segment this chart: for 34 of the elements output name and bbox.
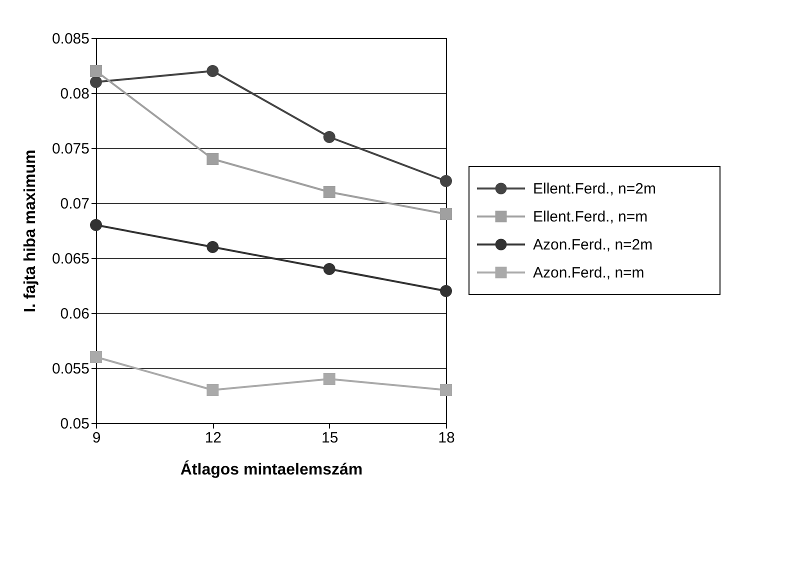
y-tick-label: 0.075 [52, 140, 90, 158]
point [323, 186, 336, 198]
point [90, 76, 102, 88]
legend-label: Ellent.Ferd., n=m [533, 208, 648, 226]
point [90, 65, 102, 77]
y-tick-label: 0.055 [52, 360, 90, 378]
x-tick-label: 18 [438, 430, 455, 446]
y-tick-label: 0.065 [52, 250, 90, 268]
legend-label: Ellent.Ferd., n=2m [533, 180, 656, 198]
point [440, 384, 452, 396]
point [323, 131, 336, 143]
x-tick-label: 12 [204, 430, 222, 446]
legend-label: Azon.Ferd., n=2m [533, 236, 653, 254]
legend-label: Azon.Ferd., n=m [533, 264, 644, 282]
point [90, 219, 102, 231]
point [440, 208, 452, 220]
point [206, 241, 219, 253]
y-tick-label: 0.085 [52, 30, 90, 48]
y-tick-label: 0.05 [60, 416, 90, 432]
point [90, 351, 102, 363]
y-tick-label: 0.06 [60, 306, 90, 322]
point [206, 65, 219, 77]
x-tick-label: 15 [321, 430, 338, 446]
x-tick-label: 9 [92, 430, 101, 446]
point [206, 384, 219, 396]
point [440, 175, 452, 187]
point [323, 263, 336, 275]
point [440, 285, 452, 297]
y-tick-label: 0.08 [60, 86, 90, 102]
y-axis-title: I. fajta hiba maximum [22, 150, 39, 312]
point [323, 373, 336, 385]
y-tick-label: 0.07 [60, 196, 90, 212]
point [206, 153, 219, 165]
x-axis-title: Átlagos mintaelemszám [180, 460, 363, 478]
